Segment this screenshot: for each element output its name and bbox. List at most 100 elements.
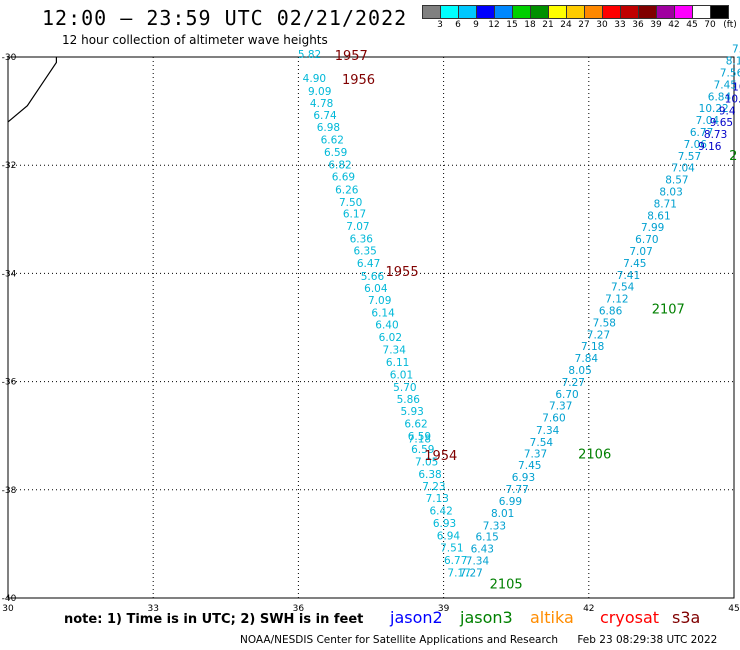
wave-height-value: 7.27: [587, 329, 610, 341]
x-tick-label: 36: [293, 604, 305, 614]
wave-height-value: 10.22: [699, 103, 729, 115]
wave-height-value: 6.01: [390, 369, 413, 381]
wave-height-value: 7.50: [339, 197, 362, 209]
satellite-legend-item: s3a: [672, 608, 701, 627]
wave-height-value: 7.34: [466, 555, 490, 567]
legend-label: 27: [578, 20, 590, 30]
satellite-legend-item: cryosat: [600, 608, 660, 627]
wave-height-value: 7.54: [530, 437, 554, 449]
footer-timestamp: Feb 23 08:29:38 UTC 2022: [577, 634, 718, 646]
wave-height-value: 6.62: [321, 135, 344, 147]
pass-time-label: 1957: [335, 49, 368, 64]
wave-height-value: 6.36: [350, 234, 374, 246]
wave-height-value: 7.06: [684, 139, 708, 151]
wave-height-value: 6.38: [418, 469, 441, 481]
satellite-legend-item: altika: [530, 608, 574, 627]
legend-label: 36: [632, 20, 644, 30]
wave-height-value: 7.04: [696, 115, 720, 127]
wave-height-value: 7.07: [346, 221, 369, 233]
pass-time-label: 2105: [490, 577, 523, 592]
y-tick-label: -30: [2, 53, 17, 63]
wave-height-value: 6.14: [371, 308, 395, 320]
wave-height-value: 7.41: [617, 270, 640, 282]
pass-time-label: 2106: [578, 447, 611, 462]
wave-height-value: 6.99: [499, 496, 522, 508]
wave-height-value: 6.02: [379, 332, 402, 344]
x-tick-label: 42: [583, 604, 594, 614]
map-title: 12:00 – 23:59 UTC 02/21/2022: [42, 6, 408, 30]
legend-label: 70: [704, 20, 716, 30]
wave-height-value: 5.70: [393, 382, 416, 394]
wave-height-value: 6.15: [475, 532, 498, 544]
wave-height-value: 7.34: [536, 425, 560, 437]
wave-height-value: 7.56: [720, 67, 740, 79]
wave-height-value: 6.74: [313, 110, 337, 122]
note-text: note: 1) Time is in UTC; 2) SWH is in fe…: [64, 612, 364, 627]
coastline: [7, 57, 58, 123]
wave-height-value: 9.65: [710, 117, 733, 129]
wave-height-value: 7.13: [426, 493, 449, 505]
wave-height-value: 7.17: [447, 567, 470, 579]
x-tick-label: 33: [147, 604, 158, 614]
satellite-legend-item: jason2: [390, 608, 443, 627]
wave-height-value: 6.59: [324, 147, 347, 159]
wave-height-value: 7.05: [415, 456, 438, 468]
y-tick-label: -32: [2, 161, 17, 171]
y-tick-label: -36: [2, 378, 17, 388]
pass-time-label: 1954: [424, 449, 457, 464]
wave-height-value: 4.90: [303, 73, 326, 85]
wave-height-value: 8.61: [647, 210, 670, 222]
wave-height-value: 6.17: [343, 209, 366, 221]
wave-height-value: 6.77: [444, 555, 467, 567]
wave-height-value: 6.69: [332, 171, 355, 183]
wave-height-value: 7.12: [605, 294, 628, 306]
wave-height-value: 8.03: [659, 186, 682, 198]
legend-label: 9: [473, 20, 479, 30]
wave-height-value: 7.27: [562, 377, 585, 389]
wave-height-value: 7.84: [575, 353, 599, 365]
wave-height-value: 5.93: [400, 406, 423, 418]
wave-height-value: 8.71: [654, 198, 677, 210]
wave-height-value: 4.78: [310, 98, 333, 110]
wave-height-value: 7.09: [368, 295, 391, 307]
x-tick-label: 30: [2, 604, 14, 614]
wave-height-value: 7.99: [641, 222, 664, 234]
color-legend-labels: 3 6 9 12 15 18 21 24 27 30 33 36 39 42 45 70 (ft): [422, 19, 737, 33]
satellite-legend-item: jason3: [460, 608, 513, 627]
wave-height-value: 6.70: [555, 389, 578, 401]
wave-height-value: 7.45: [714, 79, 737, 91]
wave-height-value: 6.26: [335, 184, 359, 196]
wave-height-value: 5.66: [361, 271, 385, 283]
wave-height-value: 9.09: [308, 86, 331, 98]
wave-height-value: 8.57: [665, 175, 688, 187]
wave-height-value: 7.57: [678, 151, 701, 163]
wave-height-value: 6.77: [690, 127, 713, 139]
legend-label: 15: [506, 20, 518, 30]
wave-height-value: 7.18: [581, 341, 604, 353]
wave-height-value: 8.01: [491, 508, 514, 520]
wave-height-value: 9.4: [719, 105, 736, 117]
legend-label: 18: [524, 20, 536, 30]
wave-height-value: 6.94: [437, 531, 461, 543]
wave-height-value: 10: [732, 82, 740, 94]
wave-height-value: 6.84: [708, 91, 732, 103]
legend-label: 6: [455, 20, 461, 30]
x-tick-label: 39: [438, 604, 450, 614]
pass-time-label: 1956: [342, 73, 375, 88]
legend-label: 42: [668, 20, 680, 30]
wave-height-value: 7.58: [732, 44, 740, 56]
legend-label: 45: [686, 20, 698, 30]
wave-height-value: 7.45: [518, 460, 541, 472]
legend-label: 12: [488, 20, 500, 30]
wave-height-value: 6.62: [404, 419, 427, 431]
wave-height-value: 7.77: [505, 484, 528, 496]
wave-height-value: 6.42: [429, 506, 452, 518]
wave-height-value: 7.54: [611, 282, 635, 294]
color-legend: 3 6 9 12 15 18 21 24 27 30 33 36 39 42 45 70 (ft): [422, 5, 737, 33]
footer: NOAA/NESDIS Center for Satellite Applica…: [240, 634, 717, 646]
wave-height-value: 6.59: [411, 444, 434, 456]
wave-height-value: 6.93: [433, 518, 456, 530]
map-subtitle: 12 hour collection of altimeter wave hei…: [62, 33, 328, 47]
wave-height-value: 6.35: [353, 245, 376, 257]
wave-height-value: 6.82: [328, 159, 351, 171]
